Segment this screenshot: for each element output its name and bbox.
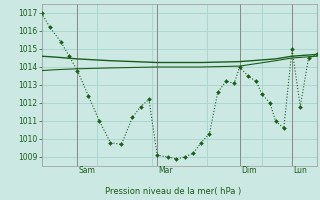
Text: Mar: Mar xyxy=(159,166,173,175)
Text: Dim: Dim xyxy=(241,166,257,175)
Text: Pression niveau de la mer( hPa ): Pression niveau de la mer( hPa ) xyxy=(105,187,241,196)
Text: Lun: Lun xyxy=(293,166,307,175)
Text: Sam: Sam xyxy=(79,166,96,175)
